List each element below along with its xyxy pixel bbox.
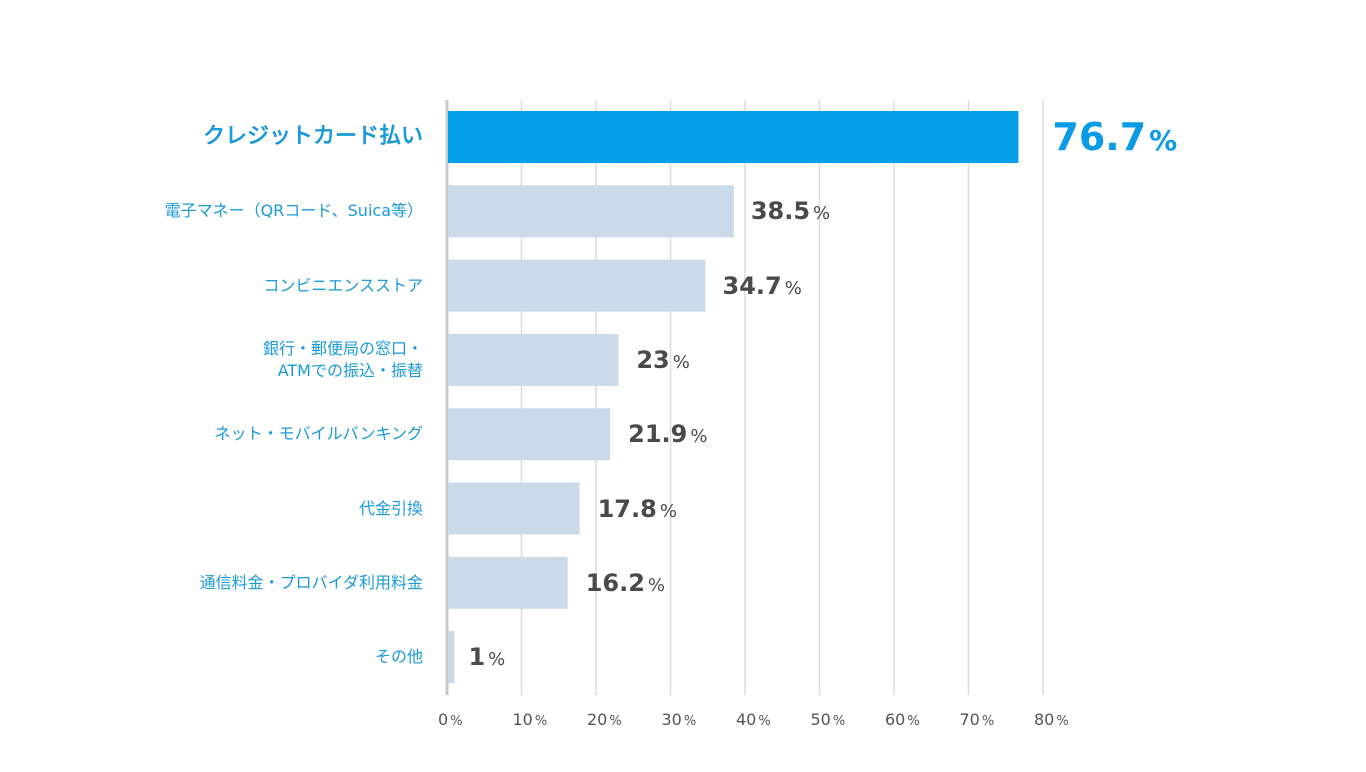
x-tick-value: 10: [512, 710, 533, 729]
category-label: ネット・モバイルバンキング: [214, 424, 423, 444]
data-label-value: 34.7: [722, 271, 782, 300]
x-tick-label: 80%: [1034, 710, 1069, 729]
data-label-value: 16.2: [585, 568, 645, 597]
data-label-value: 1: [468, 643, 486, 672]
x-tick-label: 70%: [960, 710, 995, 729]
x-tick-unit: %: [832, 714, 846, 729]
data-label: 1%: [468, 642, 505, 675]
bar: [448, 185, 734, 238]
bar: [448, 556, 568, 609]
bar: [448, 111, 1019, 163]
x-tick-unit: %: [609, 714, 622, 729]
data-label: 16.2%: [586, 568, 665, 601]
data-label-unit: %: [813, 203, 831, 225]
category-label: 通信料金・プロバイダ利用料金: [199, 572, 423, 592]
x-tick-label: 10%: [513, 710, 548, 729]
category-label: クレジットカード払い: [202, 124, 423, 149]
data-label-value: 23: [636, 345, 670, 374]
x-tick-unit: %: [1056, 714, 1069, 729]
x-tick-unit: %: [758, 714, 771, 729]
x-tick-label: 30%: [662, 710, 697, 729]
data-label-unit: %: [659, 500, 677, 522]
bar: [448, 482, 580, 535]
data-label-value: 38.5: [750, 197, 811, 226]
x-tick-value: 60: [885, 710, 906, 729]
data-label: 34.7%: [723, 271, 802, 304]
category-label: 電子マネー（QRコード、Suica等）: [164, 201, 423, 221]
category-label: その他: [374, 647, 423, 667]
bar: [448, 333, 619, 386]
data-label-value: 21.9: [628, 420, 688, 449]
data-label-unit: %: [690, 426, 708, 448]
data-label: 17.8%: [598, 494, 677, 527]
x-tick-value: 80: [1034, 710, 1055, 729]
data-label: 38.5%: [751, 196, 830, 229]
x-tick-label: 60%: [885, 710, 920, 729]
x-tick-value: 20: [587, 710, 608, 729]
x-tick-unit: %: [450, 714, 463, 729]
x-tick-unit: %: [907, 714, 920, 729]
data-label: 23%: [636, 345, 690, 378]
data-label-unit: %: [488, 649, 506, 671]
x-tick-value: 70: [959, 710, 980, 729]
x-tick-label: 20%: [587, 710, 622, 729]
x-tick-value: 30: [661, 710, 682, 729]
bar: [448, 259, 706, 312]
data-label: 76.7%: [1052, 115, 1177, 163]
x-tick-unit: %: [981, 714, 995, 729]
data-label: 21.9%: [628, 419, 707, 452]
data-label-unit: %: [1149, 124, 1178, 157]
x-tick-value: 0: [438, 710, 449, 729]
x-tick-unit: %: [534, 714, 548, 729]
data-label-value: 76.7: [1052, 115, 1147, 159]
category-label: 銀行・郵便局の窓口・ ATMでの振込・振替: [262, 338, 423, 380]
x-tick-value: 50: [810, 710, 831, 729]
data-label-unit: %: [647, 574, 666, 596]
category-label: コンビニエンスストア: [263, 275, 423, 295]
data-label-unit: %: [784, 277, 802, 299]
data-label-value: 17.8: [597, 494, 657, 523]
x-tick-label: 50%: [811, 710, 846, 729]
data-label-unit: %: [672, 351, 690, 373]
x-tick-value: 40: [736, 710, 757, 729]
bar: [448, 408, 611, 461]
x-tick-label: 40%: [736, 710, 771, 729]
bar: [448, 631, 455, 684]
category-label: 代金引換: [358, 498, 423, 518]
x-tick-label: 0%: [438, 710, 463, 729]
x-tick-unit: %: [683, 714, 697, 729]
